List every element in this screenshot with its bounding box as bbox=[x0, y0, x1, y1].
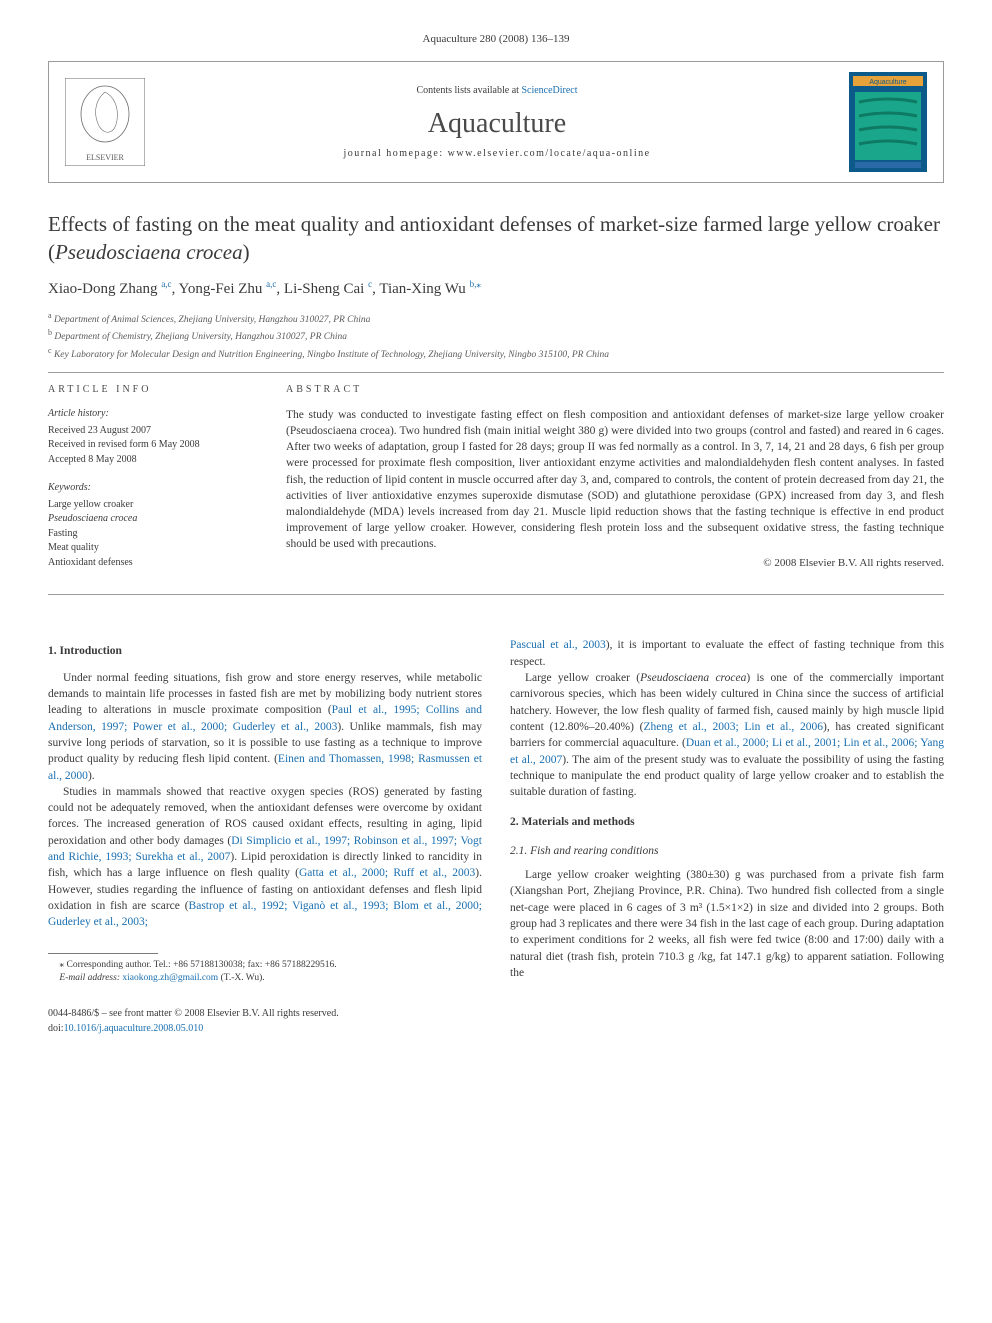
article-title: Effects of fasting on the meat quality a… bbox=[48, 211, 944, 266]
svg-text:Aquaculture: Aquaculture bbox=[869, 79, 906, 86]
keyword: Antioxidant defenses bbox=[48, 556, 258, 571]
body-columns: 1. Introduction Under normal feeding sit… bbox=[48, 637, 944, 1036]
abstract-text: The study was conducted to investigate f… bbox=[286, 407, 944, 552]
email-line: E-mail address: xiaokong.zh@gmail.com (T… bbox=[48, 972, 482, 985]
keyword: Large yellow croaker bbox=[48, 498, 258, 513]
keyword: Meat quality bbox=[48, 541, 258, 556]
journal-reference: Aquaculture 280 (2008) 136–139 bbox=[48, 32, 944, 47]
email-link[interactable]: xiaokong.zh@gmail.com bbox=[122, 973, 218, 983]
svg-text:ELSEVIER: ELSEVIER bbox=[86, 153, 124, 162]
history-label: Article history: bbox=[48, 407, 258, 422]
abstract: ABSTRACT The study was conducted to inve… bbox=[286, 383, 944, 584]
body-col-left: 1. Introduction Under normal feeding sit… bbox=[48, 637, 482, 1036]
journal-homepage: journal homepage: www.elsevier.com/locat… bbox=[145, 147, 849, 161]
elsevier-logo: ELSEVIER bbox=[65, 78, 145, 166]
footnote-zone: ⁎ Corresponding author. Tel.: +86 571881… bbox=[48, 953, 482, 986]
journal-name: Aquaculture bbox=[145, 104, 849, 143]
corresponding-author: ⁎ Corresponding author. Tel.: +86 571881… bbox=[48, 959, 482, 972]
abstract-heading: ABSTRACT bbox=[286, 383, 944, 397]
section-heading: 2. Materials and methods bbox=[510, 814, 944, 830]
paragraph: Large yellow croaker (Pseudosciaena croc… bbox=[510, 670, 944, 801]
publisher-footer: 0044-8486/$ – see front matter © 2008 El… bbox=[48, 1007, 482, 1035]
paragraph: Studies in mammals showed that reactive … bbox=[48, 784, 482, 931]
divider bbox=[48, 594, 944, 595]
subsection-heading: 2.1. Fish and rearing conditions bbox=[510, 843, 944, 859]
footnote-rule bbox=[48, 953, 158, 954]
section-heading: 1. Introduction bbox=[48, 643, 482, 659]
affiliations: a Department of Animal Sciences, Zhejian… bbox=[48, 310, 944, 362]
keyword: Fasting bbox=[48, 527, 258, 542]
authors-line: Xiao-Dong Zhang a,c, Yong-Fei Zhu a,c, L… bbox=[48, 278, 944, 300]
citation[interactable]: Gatta et al., 2000; Ruff et al., 2003 bbox=[299, 867, 475, 879]
received-date: Received 23 August 2007 bbox=[48, 424, 258, 439]
paragraph: Large yellow croaker weighting (380±30) … bbox=[510, 867, 944, 981]
body-col-right: Pascual et al., 2003), it is important t… bbox=[510, 637, 944, 1036]
paragraph: Pascual et al., 2003), it is important t… bbox=[510, 637, 944, 670]
paragraph: Under normal feeding situations, fish gr… bbox=[48, 670, 482, 784]
journal-cover-thumb: Aquaculture bbox=[849, 72, 927, 172]
keyword: Pseudosciaena crocea bbox=[48, 512, 258, 527]
article-info-heading: ARTICLE INFO bbox=[48, 383, 258, 397]
divider bbox=[48, 372, 944, 373]
citation[interactable]: Zheng et al., 2003; Lin et al., 2006 bbox=[644, 721, 823, 733]
keywords-label: Keywords: bbox=[48, 481, 258, 496]
accepted-date: Accepted 8 May 2008 bbox=[48, 453, 258, 468]
doi-link[interactable]: 10.1016/j.aquaculture.2008.05.010 bbox=[64, 1023, 204, 1034]
citation[interactable]: Pascual et al., 2003 bbox=[510, 639, 606, 651]
journal-header: ELSEVIER Contents lists available at Sci… bbox=[48, 61, 944, 183]
sciencedirect-link[interactable]: ScienceDirect bbox=[521, 85, 577, 96]
abstract-copyright: © 2008 Elsevier B.V. All rights reserved… bbox=[286, 556, 944, 571]
article-info: ARTICLE INFO Article history: Received 2… bbox=[48, 383, 258, 584]
contents-line: Contents lists available at ScienceDirec… bbox=[145, 84, 849, 98]
revised-date: Received in revised form 6 May 2008 bbox=[48, 438, 258, 453]
